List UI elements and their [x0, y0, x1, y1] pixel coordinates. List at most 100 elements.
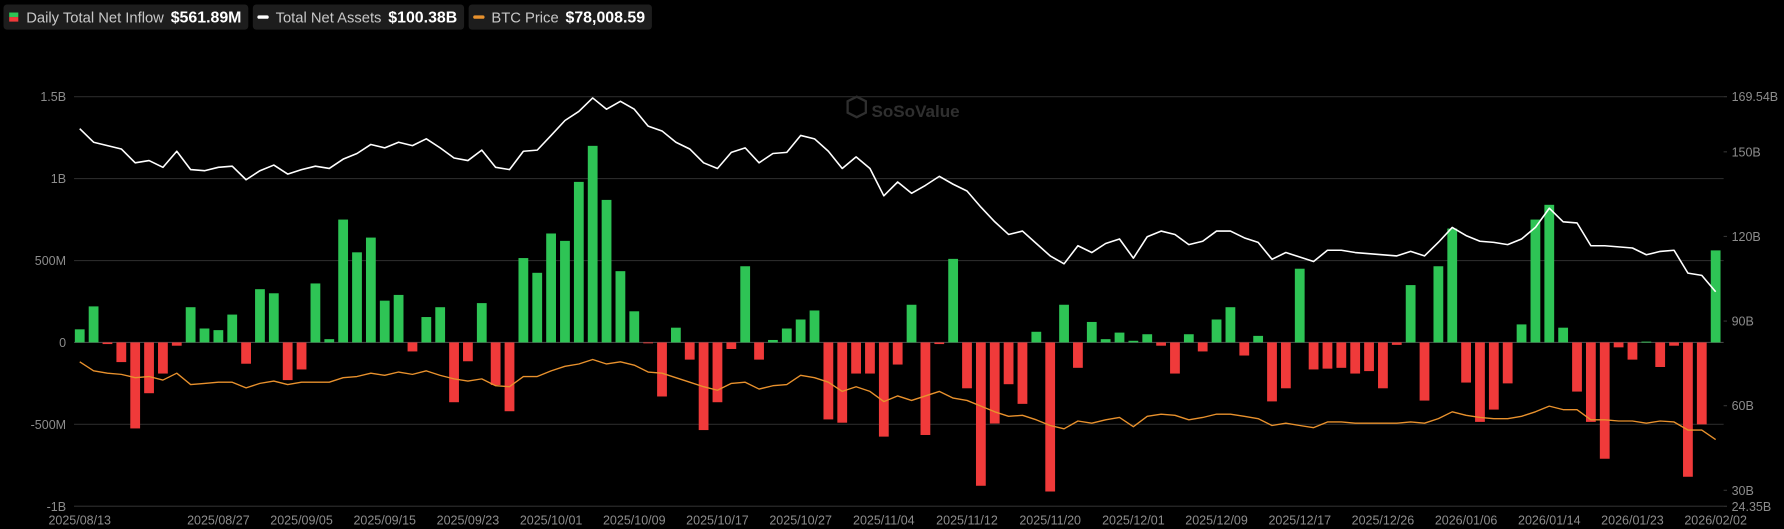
bar — [1364, 342, 1374, 372]
x-tick-label: 2025/09/23 — [437, 513, 500, 527]
bar — [1585, 342, 1596, 422]
x-tick-label: 2025/12/17 — [1268, 513, 1331, 527]
y2-tick-label: 150B — [1732, 145, 1761, 159]
bar — [1308, 342, 1319, 370]
bar — [1613, 342, 1624, 348]
bar — [1350, 342, 1361, 374]
bar — [587, 145, 598, 343]
bar — [726, 342, 737, 349]
bar — [1599, 342, 1610, 459]
bar — [712, 342, 723, 403]
legend-value: $561.89M — [171, 10, 242, 27]
bar — [1558, 327, 1569, 343]
legend-value: $100.38B — [388, 10, 457, 27]
bar — [560, 240, 570, 343]
bar — [407, 342, 418, 352]
x-tick-label: 2025/11/20 — [1019, 513, 1081, 527]
legend-swatch — [257, 15, 269, 19]
bar — [116, 342, 127, 363]
bar — [823, 342, 834, 420]
bar — [1267, 342, 1277, 402]
bar — [851, 342, 861, 374]
bar — [532, 272, 543, 343]
legend-item: BTC Price $78,008.59 — [468, 4, 652, 30]
bar — [906, 304, 917, 343]
bar — [878, 342, 889, 437]
bar — [934, 342, 945, 345]
bar — [948, 258, 959, 343]
bar — [1696, 342, 1707, 425]
y-tick-label: -1B — [47, 500, 66, 514]
bar — [1378, 342, 1388, 389]
y-tick-label: -500M — [31, 418, 66, 432]
line — [79, 97, 1717, 293]
bar — [1183, 334, 1194, 343]
bar — [352, 252, 362, 343]
bar — [615, 271, 626, 343]
bar — [892, 342, 903, 365]
x-tick-label: 2025/11/04 — [853, 513, 915, 527]
bar — [324, 339, 335, 343]
bar — [1253, 335, 1264, 343]
legend: Daily Total Net Inflow $561.89M Total Net … — [3, 4, 652, 30]
bar — [1280, 342, 1291, 389]
bar — [601, 199, 612, 343]
bar — [518, 258, 529, 343]
bar — [476, 303, 487, 343]
bar — [213, 330, 224, 343]
bar — [1419, 342, 1430, 401]
bar — [989, 342, 1000, 424]
bar — [1170, 342, 1180, 374]
bar — [781, 328, 792, 343]
bar — [1156, 342, 1166, 346]
bar — [1475, 342, 1485, 422]
bar — [338, 219, 349, 343]
x-tick-label: 2026/01/06 — [1435, 513, 1498, 527]
legend-background — [468, 4, 652, 30]
y2-tick-label: 120B — [1732, 230, 1761, 244]
bar — [1239, 342, 1250, 356]
bar — [255, 289, 265, 343]
bar — [393, 294, 404, 343]
bar — [1142, 334, 1153, 343]
bar — [1031, 331, 1042, 343]
bar — [1073, 342, 1083, 368]
bar — [1433, 266, 1444, 343]
x-tick-label: 2025/10/09 — [603, 513, 666, 527]
bar — [435, 307, 446, 343]
x-tick-label: 2025/09/05 — [270, 513, 333, 527]
bar — [1655, 342, 1666, 368]
bar — [421, 317, 432, 343]
y2-tick-label: 90B — [1732, 315, 1754, 329]
y-tick-label: 500M — [35, 254, 66, 268]
bar — [88, 306, 99, 343]
bar — [1086, 321, 1097, 343]
bar — [1391, 342, 1402, 345]
bar — [1128, 340, 1139, 343]
bar — [643, 342, 654, 344]
x-tick-label: 2025/10/27 — [769, 513, 832, 527]
watermark-text: SoSoValue — [872, 102, 960, 121]
line — [79, 358, 1717, 441]
bar — [504, 342, 515, 412]
y-tick-label: 1.5B — [40, 90, 66, 104]
bar — [809, 310, 820, 343]
y-tick-label: 0 — [59, 336, 66, 350]
legend-swatch — [9, 12, 19, 18]
bar — [754, 342, 764, 360]
bar — [1572, 342, 1582, 392]
bar — [1225, 307, 1236, 343]
legend-background — [3, 4, 249, 30]
bar — [1488, 342, 1499, 410]
bar — [1003, 342, 1014, 385]
bar — [379, 300, 390, 343]
bar — [740, 266, 751, 343]
legend-item: Total Net Assets $100.38B — [252, 4, 465, 30]
bar — [1683, 342, 1693, 477]
x-tick-label: 2025/10/01 — [520, 513, 583, 527]
x-tick-label: 2026/02/02 — [1684, 513, 1747, 527]
bar — [629, 311, 640, 343]
